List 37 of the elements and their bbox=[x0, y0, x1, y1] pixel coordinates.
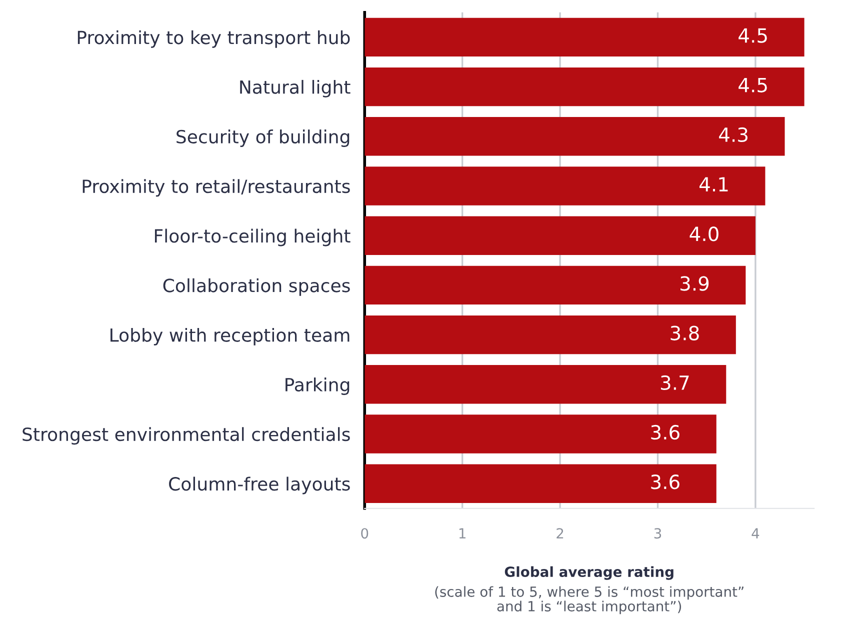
y-tick-label: Parking bbox=[286, 378, 350, 396]
y-tick-label: Lobby with reception team bbox=[110, 328, 350, 346]
data-label: 3.6 bbox=[651, 424, 680, 440]
bar bbox=[364, 67, 804, 106]
x-tick-label: 0 bbox=[361, 528, 368, 539]
bar bbox=[364, 18, 804, 57]
x-axis-title: Global average rating bbox=[504, 566, 674, 580]
x-tick-label: 3 bbox=[654, 528, 662, 539]
x-tick-label: 2 bbox=[556, 528, 564, 538]
bar bbox=[364, 166, 766, 206]
data-label: 3.6 bbox=[651, 474, 680, 490]
bar bbox=[364, 464, 716, 503]
bar bbox=[364, 266, 746, 305]
y-tick-label: Natural light bbox=[240, 80, 350, 98]
bar bbox=[364, 216, 756, 255]
data-label: 4.5 bbox=[738, 28, 767, 43]
y-tick-label: Column-free layouts bbox=[169, 476, 350, 494]
x-tick-label: 1 bbox=[459, 528, 466, 538]
data-label: 4.5 bbox=[738, 78, 767, 92]
y-tick-label: Collaboration spaces bbox=[163, 278, 350, 296]
data-label: 3.9 bbox=[680, 276, 709, 291]
y-tick-label: Proximity to key transport hub bbox=[78, 30, 350, 48]
y-tick-label: Strongest environmental credentials bbox=[22, 427, 350, 445]
data-label: 4.3 bbox=[719, 127, 748, 142]
y-tick-label: Proximity to retail/restaurants bbox=[82, 179, 350, 197]
data-label: 4.1 bbox=[700, 177, 728, 192]
bar bbox=[364, 315, 736, 354]
text: (scale of 1 to 5, where 5 is “most important” and 1 is “least important”) bbox=[435, 586, 744, 614]
y-tick-label: Floor-to-ceiling height bbox=[154, 228, 350, 246]
data-label: 3.8 bbox=[670, 326, 699, 340]
data-label: 4.0 bbox=[690, 226, 718, 242]
bar bbox=[364, 117, 785, 156]
bar bbox=[364, 414, 716, 454]
data-label: 3.7 bbox=[660, 375, 689, 390]
y-tick-label: Security of building bbox=[176, 130, 350, 148]
bar bbox=[364, 365, 726, 404]
x-tick-label: 4 bbox=[752, 528, 760, 538]
